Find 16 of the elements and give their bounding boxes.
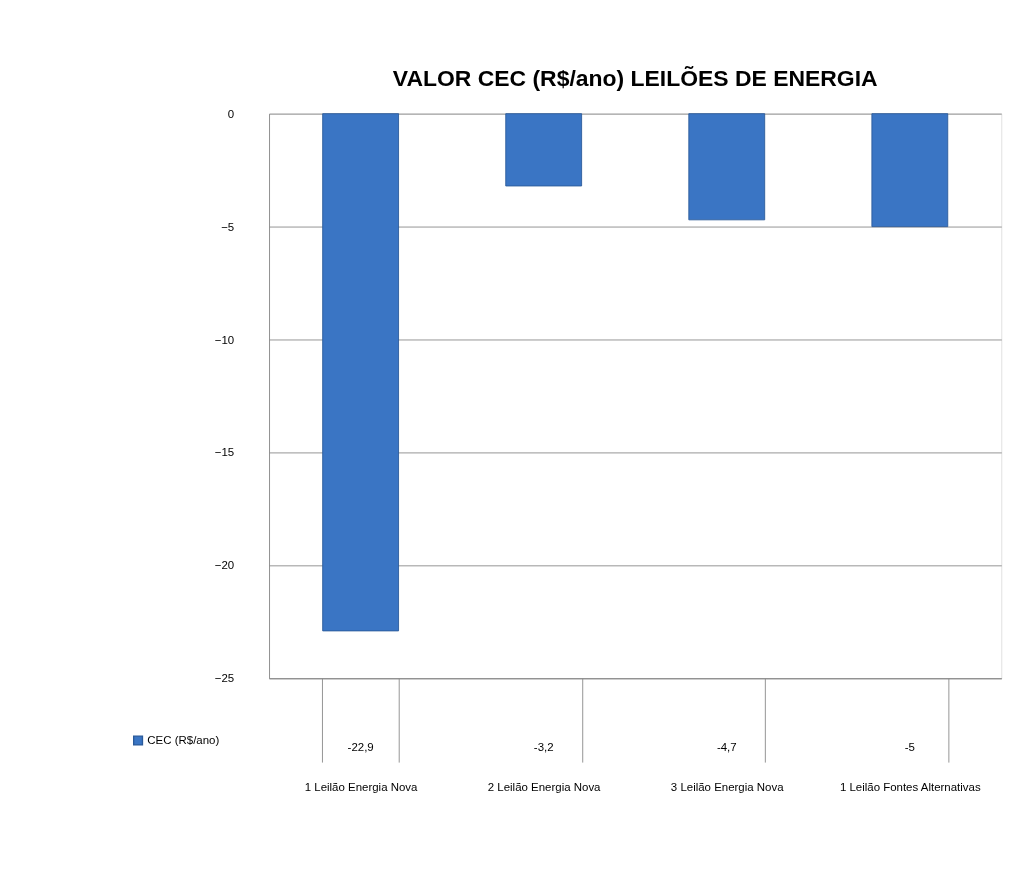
y-tick-label: −20: [214, 559, 235, 572]
x-tick-label: 3 Leilão Energia Nova: [670, 780, 785, 793]
y-tick-label: −25: [214, 672, 235, 685]
y-tick-label: −10: [214, 333, 235, 346]
data-label: -5: [904, 740, 915, 753]
legend-label: CEC (R$/ano): [147, 734, 220, 747]
x-tick-label: 2 Leilão Energia Nova: [487, 780, 602, 793]
data-label: -22,9: [347, 740, 374, 753]
x-tick-label: 1 Leilão Fontes Alternativas: [839, 780, 981, 793]
y-tick-label: 0: [227, 107, 235, 120]
data-label: -4,7: [716, 740, 737, 753]
y-tick-label: −5: [221, 220, 235, 233]
data-label: -3,2: [533, 740, 554, 753]
chart-title: VALOR CEC (R$/ano) LEILÕES DE ENERGIA: [392, 65, 878, 92]
y-tick-label: −15: [214, 446, 235, 459]
x-tick-label: 1 Leilão Energia Nova: [304, 780, 419, 793]
